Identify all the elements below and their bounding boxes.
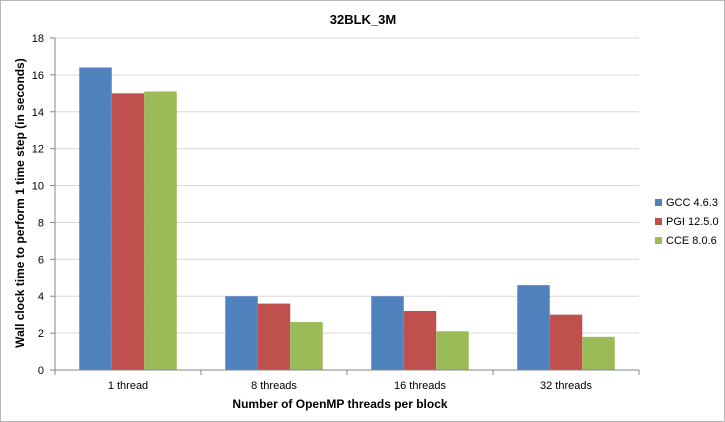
y-tick-label: 0 [38,365,44,377]
legend-swatch [655,199,662,206]
y-tick-label: 2 [38,328,44,340]
x-tick-label: 1 thread [108,380,148,392]
bar [549,314,583,370]
legend-label: GCC 4.6.3 [666,197,718,209]
legend: GCC 4.6.3 PGI 12.5.0 CCE 8.0.6 [655,197,719,247]
bar [290,322,323,370]
y-tick-label: 10 [32,181,44,193]
y-tick-label: 6 [38,254,44,266]
bars [79,67,615,370]
bar [225,296,258,370]
legend-label: PGI 12.5.0 [666,216,719,228]
bar [436,331,469,370]
bar [371,296,404,370]
legend-swatch [655,218,662,225]
legend-label: CCE 8.0.6 [666,235,717,247]
x-tick-label: 8 threads [251,380,297,392]
bar [144,91,177,370]
y-tick-label: 8 [38,217,44,229]
bar [403,310,437,370]
x-tick-label: 32 threads [540,380,592,392]
y-axis-title: Wall clock time to perform 1 time step (… [13,58,27,348]
bar [257,303,291,370]
y-tick-label: 14 [32,107,44,119]
y-tick-labels: 0 2 4 6 8 10 12 14 16 18 [32,33,44,377]
y-tick-label: 4 [38,291,44,303]
x-axis-title: Number of OpenMP threads per block [232,397,447,411]
y-tick-label: 12 [32,144,44,156]
bar [582,336,615,370]
x-tick-label: 16 threads [394,380,446,392]
axes [50,37,640,375]
y-tick-label: 16 [32,70,44,82]
chart-title: 32BLK_3M [330,12,396,27]
y-tick-label: 18 [32,33,44,45]
legend-swatch [655,237,662,244]
bar [517,285,550,370]
bar [79,67,112,370]
bar [111,93,145,370]
x-tick-labels: 1 thread 8 threads 16 threads 32 threads [108,380,593,392]
